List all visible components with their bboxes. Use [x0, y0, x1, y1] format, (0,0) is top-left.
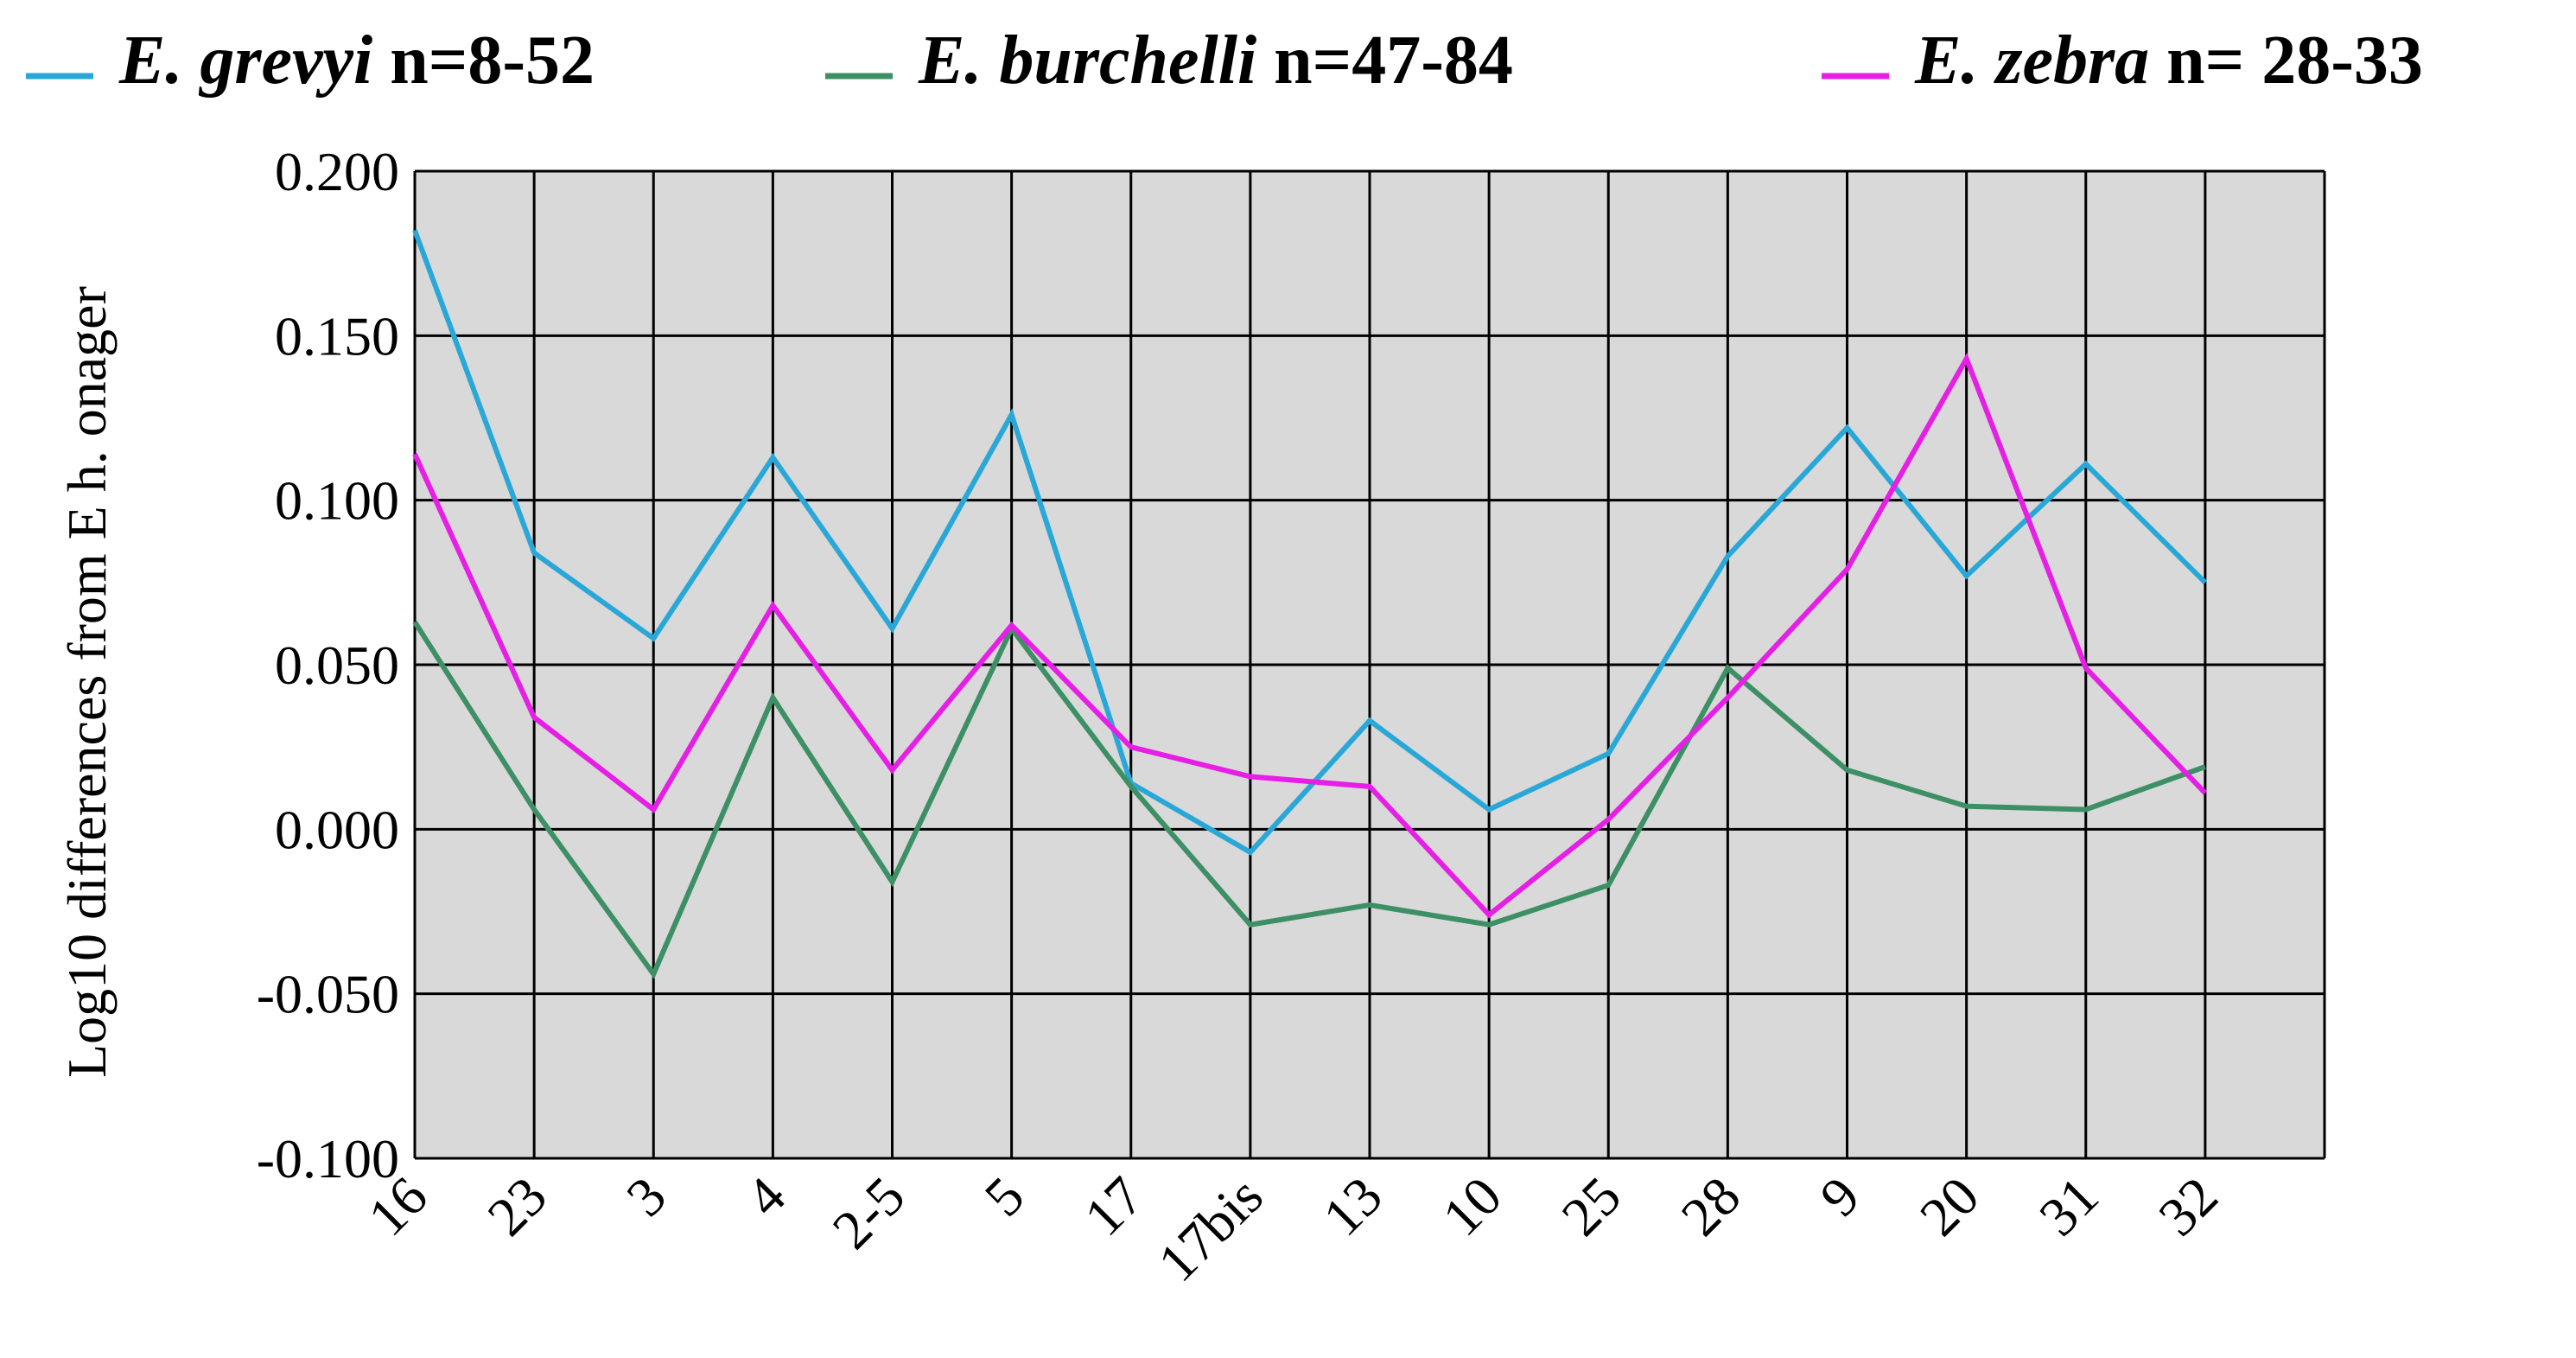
x-tick-label: 20 [1908, 1165, 1990, 1247]
x-tick-label: 9 [1809, 1165, 1872, 1228]
x-tick-label: 13 [1311, 1165, 1393, 1247]
series-line-e-grevyi [412, 229, 2207, 856]
legend-entry: E. burchelli n=47-84 [918, 22, 1513, 99]
x-tick-label: 17bis [1147, 1165, 1275, 1293]
x-tick-label: 5 [973, 1165, 1036, 1228]
y-tick-label: 0.100 [275, 470, 399, 532]
x-tick-label: 2-5 [821, 1165, 917, 1261]
legend-entry: E. grevyi n=8-52 [118, 22, 595, 99]
x-tick-label: 23 [476, 1165, 558, 1247]
x-tick-label: 4 [734, 1165, 797, 1228]
x-tick-label: 10 [1431, 1165, 1513, 1247]
y-tick-label: 0.200 [275, 141, 399, 202]
legend-series-name: E. zebra [1914, 22, 2149, 99]
legend: E. grevyi n=8-52 E. burchelli n=47-84 E. z… [26, 22, 2423, 99]
y-tick-label: -0.100 [257, 1128, 399, 1189]
y-axis-title: Log10 differences from E h. onager [56, 286, 118, 1078]
y-tick-label: -0.050 [257, 964, 399, 1025]
y-tick-label: 0.150 [275, 305, 399, 367]
legend-series-name: E. burchelli [918, 22, 1256, 99]
x-tick-label: 31 [2027, 1165, 2109, 1247]
legend-entry: E. zebra n= 28-33 [1914, 22, 2423, 99]
legend-series-name: E. grevyi [118, 22, 372, 99]
x-tick-label: 32 [2147, 1165, 2229, 1247]
legend-sample-size: n= 28-33 [2149, 22, 2423, 99]
x-tick-label: 25 [1550, 1165, 1632, 1247]
legend-sample-size: n=47-84 [1256, 22, 1513, 99]
y-tick-label: 0.000 [275, 799, 399, 860]
series-line-e-zebra [412, 352, 2208, 919]
legend-sample-size: n=8-52 [372, 22, 595, 99]
x-tick-label: 28 [1670, 1165, 1752, 1247]
series-line-e-burchelli [412, 620, 2206, 979]
x-tick-label: 17 [1072, 1165, 1154, 1247]
x-tick-label: 3 [614, 1165, 677, 1228]
y-tick-label: 0.050 [275, 634, 399, 696]
y-tick-labels: 0.200 0.150 0.100 0.050 0.000 -0.050 -0.100 [257, 141, 399, 1189]
series-lines [412, 229, 2208, 979]
